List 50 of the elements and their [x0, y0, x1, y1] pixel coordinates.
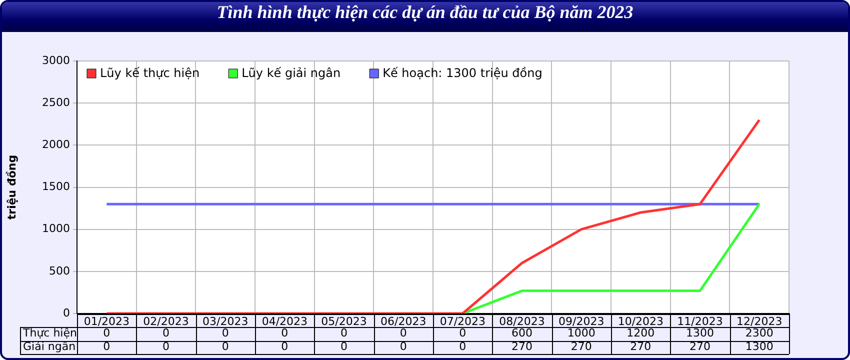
- y-tick-label: 1000: [42, 222, 70, 236]
- text: 0: [103, 340, 110, 354]
- y-tick-label: 0: [63, 306, 70, 320]
- legend-label: Kế hoạch: 1300 triệu đồng: [382, 66, 542, 80]
- y-tick-label: 1500: [42, 180, 70, 194]
- data-label: 0: [103, 326, 110, 340]
- data-label: 270: [570, 340, 592, 354]
- data-label: 0: [162, 326, 170, 340]
- text: Thực hiện: [22, 326, 77, 340]
- data-label: 270: [512, 340, 532, 354]
- text: 0: [400, 340, 407, 354]
- y-tick-label: 2500: [42, 96, 70, 109]
- legend-label: Lũy kế thực hiện: [100, 66, 200, 80]
- x-tick-label: 01/2023: [84, 314, 130, 328]
- x-tick-label: 06/2023: [380, 314, 426, 328]
- data-label: 1000: [567, 326, 596, 340]
- x-tick-label: 10/2023: [618, 314, 664, 328]
- x-tick-label: 12/2023: [736, 314, 782, 328]
- data-label: 0: [459, 326, 466, 340]
- x-tick-label: 03/2023: [202, 314, 248, 328]
- y-tick-label: 3000: [42, 54, 70, 67]
- legend-label: Lũy kế giải ngân: [242, 66, 341, 80]
- data-label: 0: [459, 340, 466, 354]
- data-label: 2300: [745, 326, 774, 340]
- x-tick-label: 08/2023: [499, 314, 545, 328]
- text: 0: [162, 340, 170, 354]
- data-label: 0: [340, 326, 348, 340]
- data-label: 1300: [686, 326, 714, 340]
- y-tick-label: 2000: [42, 138, 70, 152]
- text: 0: [222, 340, 229, 354]
- x-tick-label: 02/2023: [143, 314, 189, 328]
- text: 0: [340, 340, 348, 354]
- text: Giải ngân: [23, 340, 76, 354]
- x-tick-label: 04/2023: [262, 314, 308, 328]
- x-tick-label: 05/2023: [321, 314, 367, 328]
- y-axis-title: triệu đồng: [5, 154, 18, 220]
- data-label: 270: [690, 340, 710, 354]
- data-label: 0: [400, 326, 407, 340]
- x-tick-label: 07/2023: [440, 314, 486, 328]
- data-label: 600: [512, 326, 532, 340]
- data-label: 270: [630, 340, 652, 354]
- data-label: 1200: [626, 326, 655, 340]
- data-label: 0: [222, 326, 229, 340]
- data-label: 0: [281, 326, 288, 340]
- data-label: 1300: [745, 340, 774, 354]
- text: 0: [281, 340, 288, 354]
- x-tick-label: 09/2023: [558, 314, 604, 328]
- y-tick-label: 500: [49, 264, 70, 278]
- chart-title: Tình hình thực hiện các dự án đầu tư của Bộ năm 2023: [2, 2, 848, 32]
- x-tick-label: 11/2023: [677, 314, 723, 328]
